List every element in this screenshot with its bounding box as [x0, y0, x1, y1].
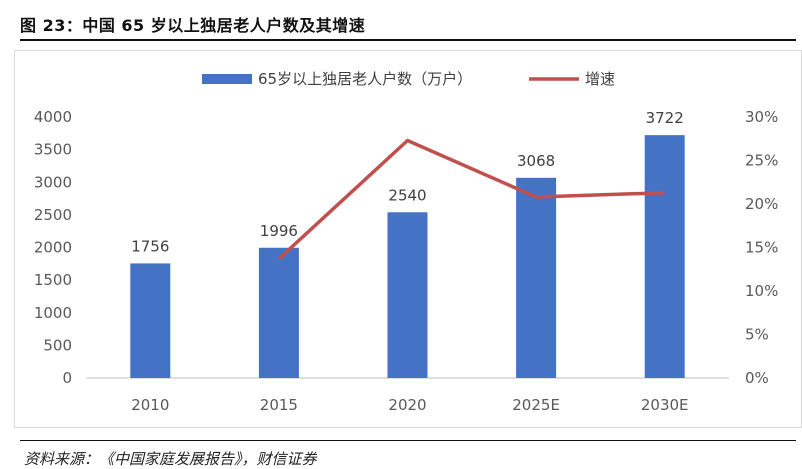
y-right-tick-label: 20%	[745, 195, 778, 213]
legend-swatch-bar	[202, 74, 252, 84]
x-tick-label: 2015	[260, 396, 298, 414]
y-right-tick-label: 0%	[745, 369, 769, 387]
legend: 65岁以上独居老人户数（万户） 增速	[202, 70, 615, 88]
x-tick-label: 2025E	[512, 396, 560, 414]
y-left-tick-label: 3500	[34, 141, 72, 159]
combo-chart: 65岁以上独居老人户数（万户） 增速 0 500 1000 1500 2000 2500 3…	[14, 50, 802, 428]
bar-value-label: 2540	[388, 186, 426, 204]
bar-2020	[387, 212, 428, 378]
y-left-tick-label: 3000	[34, 173, 72, 191]
y-right-tick-label: 15%	[745, 239, 778, 257]
bar-value-label: 1756	[131, 237, 169, 255]
bar-2015	[258, 247, 299, 378]
y-right-tick-label: 25%	[745, 152, 778, 170]
y-left-tick-label: 4000	[34, 108, 72, 126]
bar-value-label: 1996	[260, 222, 298, 240]
source-note: 资料来源：《中国家庭发展报告》，财信证券	[24, 450, 317, 468]
legend-label-line: 增速	[585, 70, 615, 88]
y-left-tick-label: 2500	[34, 206, 72, 224]
bar-value-label: 3722	[646, 109, 684, 127]
legend-label-bar: 65岁以上独居老人户数（万户）	[258, 70, 472, 88]
bar-2030E	[644, 135, 685, 378]
chart-frame: 65岁以上独居老人户数（万户） 增速 0 500 1000 1500 2000 2500 3…	[14, 50, 802, 428]
figure-title: 图 23：中国 65 岁以上独居老人户数及其增速	[20, 16, 366, 35]
y-left-tick-label: 500	[43, 336, 72, 354]
x-tick-label: 2010	[131, 396, 169, 414]
bar-2025E	[516, 177, 557, 378]
y-left-tick-label: 0	[62, 369, 72, 387]
y-right-tick-label: 10%	[745, 282, 778, 300]
y-right-tick-label: 5%	[745, 326, 769, 344]
x-tick-label: 2030E	[641, 396, 689, 414]
source-rule	[20, 440, 796, 441]
bar-value-label: 3068	[517, 152, 555, 170]
growth-line	[277, 138, 665, 261]
bar-2010	[130, 263, 171, 378]
x-tick-label: 2020	[388, 396, 426, 414]
title-rule	[20, 39, 796, 41]
y-right-tick-label: 30%	[745, 108, 778, 126]
y-left-tick-label: 1500	[34, 271, 72, 289]
y-left-tick-label: 2000	[34, 239, 72, 257]
y-left-tick-label: 1000	[34, 304, 72, 322]
